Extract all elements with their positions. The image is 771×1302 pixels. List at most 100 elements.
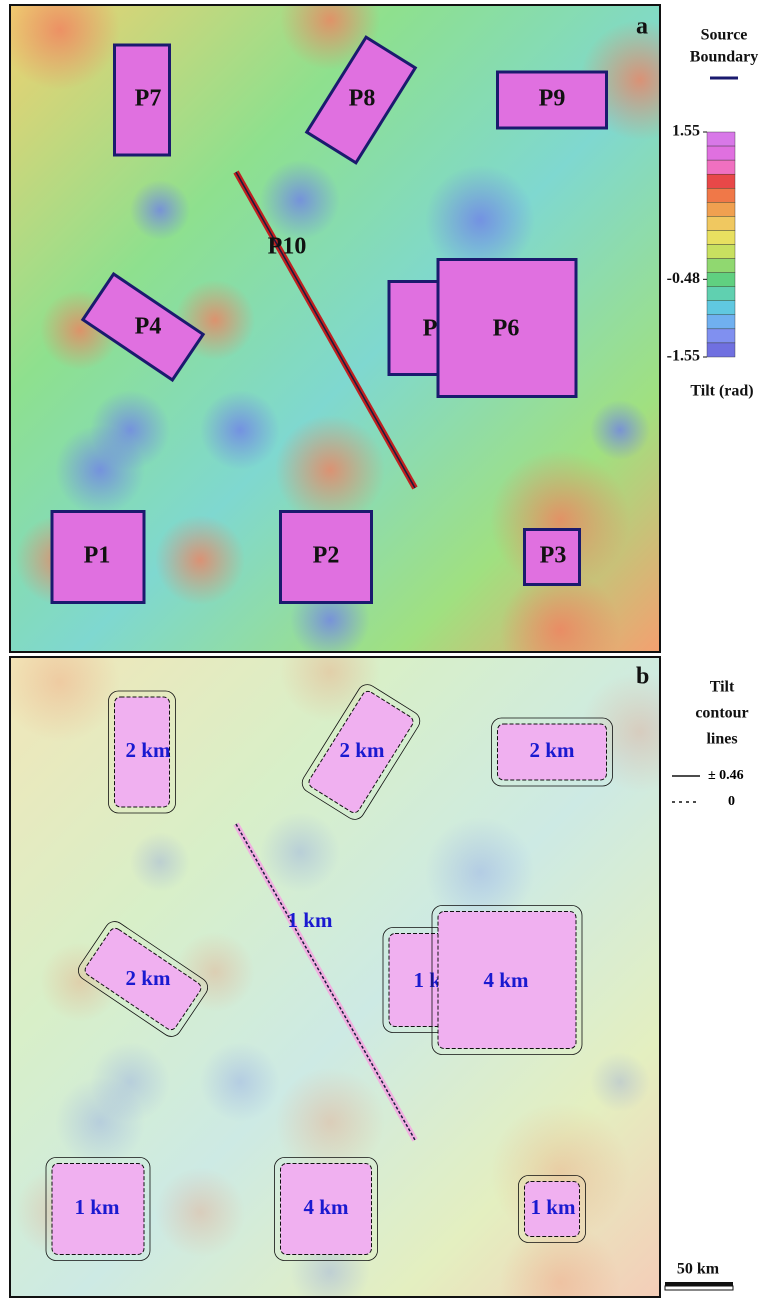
- legend-title: contour: [695, 705, 748, 722]
- source-label: P7: [135, 86, 162, 112]
- anomaly: [260, 812, 340, 892]
- contour: [491, 717, 613, 787]
- prism: [50, 510, 146, 604]
- colorbar-segment: [706, 188, 736, 203]
- anomaly: [55, 1077, 145, 1167]
- colorbar-title: Tilt (rad): [690, 383, 753, 400]
- prism: [51, 1163, 145, 1255]
- legend-title: Tilt: [710, 679, 735, 696]
- colorbar-segment: [706, 145, 736, 161]
- anomaly: [10, 657, 120, 742]
- scale-bar-label: 50 km: [677, 1261, 720, 1278]
- colorbar-segment: [706, 342, 736, 358]
- contour: [301, 684, 421, 820]
- legend-title: Boundary: [690, 49, 758, 66]
- colorbar-segment: [706, 202, 736, 217]
- prism: [84, 927, 202, 1031]
- colorbar-segment: [706, 300, 736, 316]
- prism: [496, 70, 608, 130]
- source-label: 4 km: [484, 968, 529, 992]
- colorbar-segment: [706, 272, 736, 287]
- anomaly: [590, 1052, 650, 1112]
- colorbar-segment: [706, 230, 736, 245]
- anomaly: [55, 425, 145, 515]
- source-label: P2: [313, 543, 340, 569]
- anomaly: [590, 400, 650, 460]
- source-label: 2 km: [126, 966, 171, 990]
- source-label: P6: [493, 316, 520, 342]
- source-label: 2 km: [340, 738, 385, 762]
- colorbar-segment: [706, 131, 736, 147]
- colorbar: 1.55 -0.48 -1.55: [667, 123, 736, 365]
- anomaly: [425, 817, 535, 927]
- prism: [304, 35, 418, 165]
- source-label: 1 km: [75, 1195, 120, 1219]
- anomaly: [155, 515, 245, 605]
- scale-bar: [664, 1285, 734, 1291]
- source-label: P3: [540, 543, 567, 569]
- colorbar-segment: [706, 314, 736, 330]
- panel-letter: b: [636, 664, 649, 690]
- anomaly: [10, 5, 120, 90]
- colorbar-segment: [706, 328, 736, 344]
- contour: [78, 921, 208, 1037]
- colorbar-tick-label: -1.55: [667, 348, 700, 365]
- legend-title: lines: [706, 731, 737, 748]
- anomaly: [275, 1067, 385, 1177]
- colorbar-segment: [706, 216, 736, 231]
- contour: [108, 690, 176, 814]
- colorbar-segment: [706, 159, 736, 175]
- colorbar-tick-label: -0.48: [667, 270, 700, 287]
- prism: [308, 690, 414, 814]
- panel-b-frame: [9, 656, 661, 1298]
- dyke-edge: [235, 823, 416, 1141]
- contour: [45, 1157, 151, 1261]
- legend-label: ± 0.46: [708, 768, 744, 783]
- source-label: P1: [84, 543, 111, 569]
- source-label: 2 km: [126, 738, 171, 762]
- anomaly: [280, 657, 380, 722]
- source-label: P10: [268, 234, 307, 260]
- anomaly: [130, 180, 190, 240]
- anomaly: [500, 1222, 620, 1297]
- anomaly: [200, 1042, 280, 1122]
- source-label: 4 km: [304, 1195, 349, 1219]
- prism: [279, 510, 373, 604]
- anomaly: [200, 390, 280, 470]
- colorbar-tick-label: 1.55: [672, 123, 700, 140]
- anomaly: [500, 570, 620, 652]
- contour: [274, 1157, 378, 1261]
- source-label: 1 km: [288, 908, 333, 932]
- source-label: P9: [539, 86, 566, 112]
- panel-b-map: 2 km 2 km 2 km1 km2 km 1 km 4 km1 km 4 km 1 km: [10, 657, 660, 1297]
- prism: [80, 271, 206, 383]
- prism: [497, 723, 607, 781]
- prism: [113, 43, 171, 157]
- prism: [437, 911, 577, 1049]
- prism: [114, 696, 170, 808]
- anomaly: [130, 832, 190, 892]
- colorbar-segment: [706, 286, 736, 301]
- legend-title: Source: [701, 27, 748, 44]
- contour: [518, 1175, 586, 1243]
- source-label: 2 km: [530, 738, 575, 762]
- anomaly: [155, 1167, 245, 1257]
- anomaly: [260, 160, 340, 240]
- prism: [436, 258, 578, 398]
- dyke-edge: [235, 171, 416, 489]
- scale-bar: [665, 1282, 733, 1286]
- contour: [431, 905, 583, 1055]
- legend-label: 0: [728, 794, 735, 809]
- prism: [280, 1163, 372, 1255]
- anomaly: [425, 165, 535, 275]
- prism: [524, 1181, 580, 1237]
- prism: [523, 528, 581, 586]
- anomaly: [275, 415, 385, 525]
- colorbar-segment: [706, 258, 736, 273]
- colorbar-segment: [706, 173, 736, 189]
- source-label: P8: [349, 86, 376, 112]
- source-label: P4: [135, 314, 162, 340]
- source-label: 1 km: [531, 1195, 576, 1219]
